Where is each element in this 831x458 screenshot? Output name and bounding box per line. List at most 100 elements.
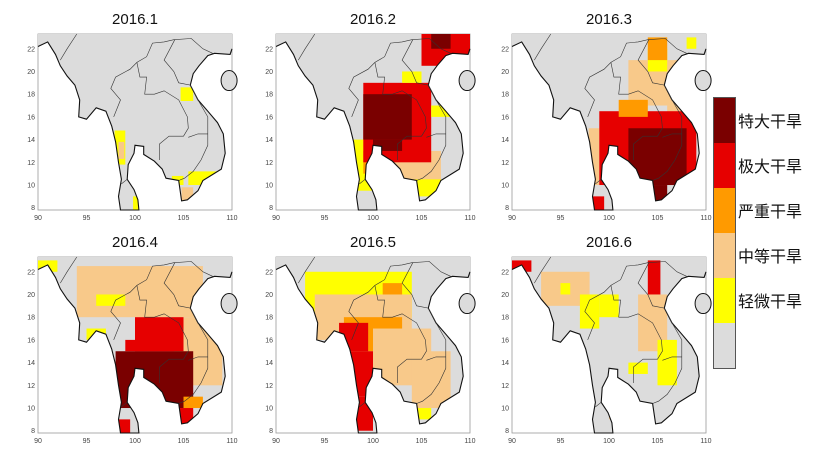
- x-tick-label: 110: [464, 215, 475, 222]
- x-tick-label: 90: [508, 215, 516, 222]
- x-tick-label: 95: [557, 438, 565, 445]
- legend-label: 中等干旱: [738, 247, 803, 266]
- country-border: [610, 62, 663, 160]
- x-tick-label: 95: [321, 438, 329, 445]
- hainan-island: [220, 70, 238, 92]
- legend-label: 严重干旱: [738, 202, 803, 221]
- y-tick-label: 16: [27, 114, 35, 121]
- y-tick-label: 14: [501, 137, 509, 144]
- y-tick-label: 8: [31, 205, 35, 212]
- hainan-island: [458, 293, 476, 315]
- x-tick-label: 105: [652, 438, 664, 445]
- drought-cell-level-2: [588, 128, 600, 186]
- drought-cell-level-1: [599, 294, 619, 318]
- y-tick-label: 14: [27, 360, 35, 367]
- drought-cell-level-1: [686, 37, 697, 49]
- country-border: [534, 256, 552, 284]
- x-tick-label: 95: [321, 215, 329, 222]
- country-border: [298, 256, 316, 284]
- x-tick-label: 90: [508, 438, 516, 445]
- y-tick-label: 18: [27, 92, 35, 99]
- drought-cell-level-5: [373, 139, 403, 151]
- drought-cell-level-1: [411, 408, 432, 420]
- y-tick-label: 22: [501, 46, 509, 53]
- land-area: [38, 34, 232, 210]
- y-tick-label: 10: [265, 183, 273, 190]
- y-tick-label: 20: [27, 69, 35, 76]
- y-tick-label: 12: [501, 383, 509, 390]
- y-tick-label: 16: [265, 114, 273, 121]
- x-tick-label: 95: [557, 215, 565, 222]
- y-tick-label: 16: [501, 114, 509, 121]
- y-tick-label: 8: [269, 205, 273, 212]
- map-panel-6: 2016.6 90 95 100 105 110 8 10 12 14 16 18 20 22: [501, 234, 711, 445]
- country-border: [595, 179, 602, 185]
- y-tick-label: 12: [265, 383, 273, 390]
- y-tick-label: 18: [265, 92, 273, 99]
- map-panel-4: 2016.4 90 95 100 105 110 8 10 12 14 16 18 20 22: [27, 234, 237, 445]
- drought-cell-level-1: [96, 294, 126, 306]
- country-border: [60, 33, 78, 61]
- legend-swatch-2: [714, 233, 735, 278]
- drought-cell-level-3: [183, 396, 203, 409]
- drought-cell-level-1: [579, 294, 600, 329]
- country-border: [584, 261, 687, 341]
- y-tick-label: 14: [27, 137, 35, 144]
- country-border: [121, 179, 128, 185]
- panel-title: 2016.1: [112, 11, 158, 28]
- x-tick-label: 95: [83, 215, 91, 222]
- y-tick-label: 20: [501, 292, 509, 299]
- map-panel-1: 2016.1 90 95 100 105 110 8 10 12 14 16 18 20 22: [27, 11, 237, 222]
- legend-swatch-0: [714, 323, 735, 368]
- y-tick-label: 14: [265, 360, 273, 367]
- y-tick-label: 12: [27, 160, 35, 167]
- coastline: [275, 41, 471, 211]
- coastline: [37, 41, 233, 211]
- x-tick-label: 100: [603, 215, 615, 222]
- x-tick-label: 105: [652, 215, 664, 222]
- y-tick-label: 18: [501, 92, 509, 99]
- x-tick-label: 90: [34, 438, 42, 445]
- country-border: [121, 402, 128, 408]
- hainan-island: [458, 70, 476, 92]
- legend-label: 极大干旱: [738, 157, 803, 176]
- coastline: [511, 41, 707, 211]
- drought-cell-level-1: [180, 87, 194, 101]
- x-tick-label: 110: [700, 215, 711, 222]
- country-border: [426, 356, 446, 361]
- drought-cell-level-2: [118, 141, 125, 159]
- country-border: [595, 402, 602, 408]
- x-tick-label: 105: [416, 215, 428, 222]
- drought-cell-level-2: [181, 187, 194, 201]
- country-border: [60, 256, 78, 284]
- y-tick-label: 22: [27, 46, 35, 53]
- legend-swatch-1: [714, 278, 735, 323]
- drought-cell-level-3: [382, 283, 403, 295]
- country-border: [374, 285, 427, 383]
- hainan-island: [220, 293, 238, 315]
- y-tick-label: 20: [27, 292, 35, 299]
- x-tick-label: 90: [34, 215, 42, 222]
- y-tick-label: 12: [501, 160, 509, 167]
- hainan-island: [694, 70, 712, 92]
- drought-cell-level-1: [657, 339, 677, 386]
- x-tick-label: 110: [226, 215, 237, 222]
- drought-cell-level-1: [560, 283, 571, 295]
- y-tick-label: 16: [265, 337, 273, 344]
- panel-title: 2016.2: [350, 11, 396, 28]
- y-tick-label: 14: [265, 137, 273, 144]
- legend-swatch-5: [714, 98, 735, 143]
- y-tick-label: 20: [265, 69, 273, 76]
- y-tick-label: 8: [505, 205, 509, 212]
- y-tick-label: 12: [27, 383, 35, 390]
- y-tick-label: 18: [501, 315, 509, 322]
- drought-cell-level-5: [652, 185, 668, 201]
- coastline: [37, 264, 233, 434]
- x-tick-label: 105: [416, 438, 428, 445]
- y-tick-label: 8: [31, 428, 35, 435]
- y-tick-label: 18: [265, 315, 273, 322]
- y-tick-label: 12: [265, 160, 273, 167]
- legend-label: 特大干旱: [738, 112, 803, 131]
- country-border: [136, 285, 189, 383]
